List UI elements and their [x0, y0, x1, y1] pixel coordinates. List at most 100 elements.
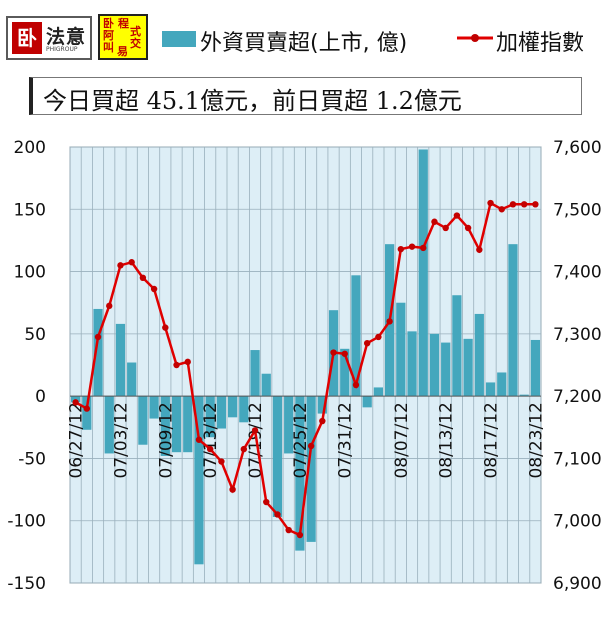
bar — [284, 396, 294, 454]
y-left-tick-label: -150 — [7, 574, 46, 594]
index-point — [453, 212, 461, 219]
bar — [373, 387, 383, 397]
index-point — [487, 199, 494, 207]
index-point — [397, 245, 405, 253]
bar — [407, 331, 417, 397]
index-point — [442, 224, 449, 232]
index-point — [285, 526, 292, 534]
bar — [530, 339, 540, 397]
index-point — [162, 324, 169, 331]
bar — [485, 382, 496, 397]
phigroup-logo-mark: 卧 — [12, 22, 42, 54]
bar — [149, 396, 159, 419]
bar — [194, 396, 204, 565]
bar — [82, 396, 92, 430]
index-point — [509, 201, 517, 208]
bar — [317, 396, 327, 414]
x-tick-label: 08/13/12 — [437, 402, 457, 478]
bar — [216, 396, 226, 429]
index-point — [341, 350, 348, 357]
index-point — [240, 445, 248, 453]
index-point — [274, 511, 281, 518]
index-point — [150, 285, 158, 293]
index-point — [408, 243, 416, 250]
index-point — [128, 259, 135, 266]
y-left-tick-label: 200 — [14, 138, 46, 158]
index-point — [352, 381, 360, 389]
bar — [138, 396, 148, 445]
bar — [396, 302, 406, 397]
bar — [418, 149, 428, 397]
logo2-char: 交 — [130, 37, 141, 50]
index-point — [307, 442, 315, 450]
y-left-tick-label: -100 — [7, 512, 46, 532]
bar — [474, 313, 484, 397]
bar — [239, 396, 249, 423]
x-tick-label: 08/23/12 — [526, 402, 546, 478]
y-right-tick-label: 7,200 — [553, 387, 602, 407]
index-point — [94, 333, 102, 341]
y-right-tick-label: 6,900 — [553, 574, 602, 594]
index-point — [195, 436, 203, 443]
logo2-char: 阿 — [103, 29, 114, 42]
bar — [104, 396, 114, 454]
bar — [497, 372, 507, 397]
index-point — [520, 201, 528, 208]
index-point — [498, 206, 505, 213]
y-right-tick-label: 7,400 — [553, 263, 602, 283]
index-point — [229, 486, 236, 493]
x-tick-label: 06/27/12 — [67, 402, 87, 478]
index-point — [363, 340, 371, 347]
y-right-tick-label: 7,000 — [553, 512, 602, 532]
legend-bar-label: 外資買賣超(上市, 億) — [200, 31, 408, 56]
bar — [508, 244, 518, 397]
index-point — [184, 358, 191, 366]
index-point — [218, 458, 225, 465]
index-point — [464, 224, 472, 232]
index-point — [263, 498, 270, 506]
index-point — [139, 274, 147, 281]
bar — [295, 396, 305, 551]
logo2-char: 程 — [118, 17, 129, 30]
logo2-char: 式 — [130, 25, 141, 38]
logo2-char: 卧 — [103, 17, 114, 30]
bar — [160, 396, 170, 456]
y-right-tick-label: 7,300 — [553, 325, 602, 345]
bar — [519, 394, 529, 397]
x-tick-label: 07/13/12 — [201, 402, 221, 478]
bar — [452, 295, 462, 397]
program-trading-logo: 卧 程 阿 式 叫 交 易 — [98, 14, 148, 60]
logo2-char: 叫 — [103, 41, 114, 54]
index-point — [532, 201, 539, 208]
index-point — [251, 427, 259, 434]
bar — [171, 396, 182, 453]
y-left-tick-label: 150 — [14, 200, 46, 220]
x-tick-label: 07/25/12 — [291, 402, 311, 478]
bar — [205, 396, 215, 438]
bar — [272, 396, 283, 517]
index-point — [375, 333, 382, 341]
bar — [250, 350, 260, 397]
legend-line-swatch — [457, 34, 493, 42]
index-point — [319, 417, 326, 425]
index-point — [117, 262, 124, 269]
y-right-tick-label: 7,500 — [553, 200, 602, 220]
bar — [261, 373, 271, 397]
bar — [463, 338, 473, 397]
y-left-tick-label: 0 — [35, 387, 46, 407]
index-point — [206, 445, 214, 453]
bar — [340, 348, 350, 397]
summary-banner: 今日買超 45.1億元，前日買超 1.2億元 — [29, 77, 582, 115]
index-point — [330, 349, 337, 356]
index-point — [83, 405, 91, 412]
index-point — [106, 302, 113, 310]
y-left-tick-label: 100 — [14, 263, 46, 283]
bar — [115, 323, 126, 397]
phigroup-logo-sub: PHIGROUP — [46, 46, 78, 53]
index-point — [72, 399, 79, 406]
phigroup-logo: 卧 法意 PHIGROUP — [6, 16, 92, 60]
bar — [441, 342, 451, 397]
legend-line-label: 加權指數 — [496, 31, 585, 56]
x-tick-label: 07/31/12 — [336, 402, 356, 478]
